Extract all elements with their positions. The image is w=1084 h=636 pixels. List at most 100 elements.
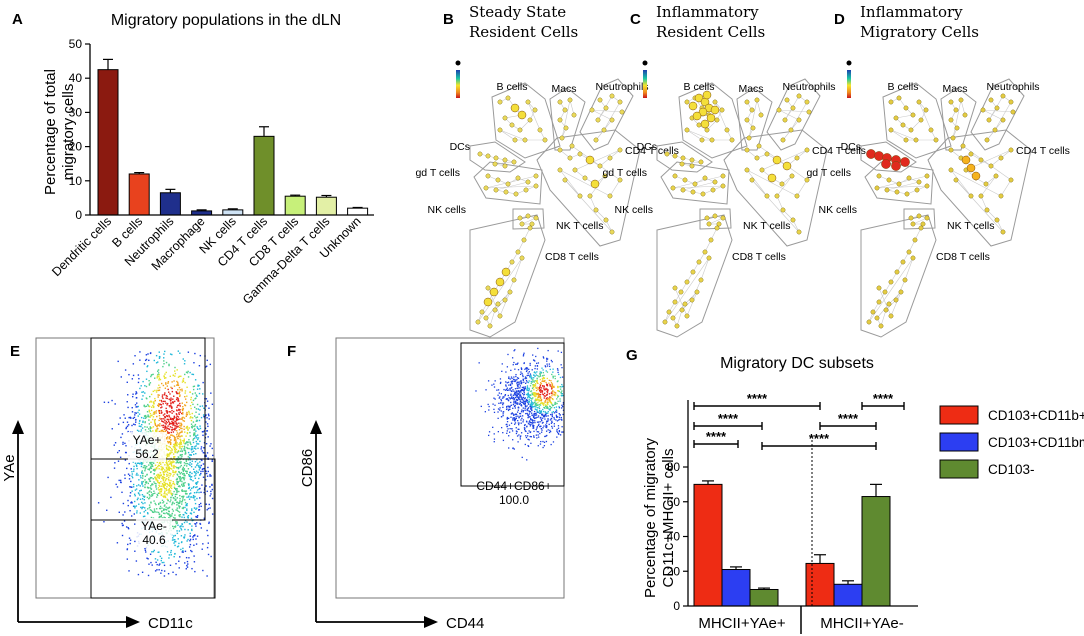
flow-f-event [542,402,544,405]
flow-e-event [170,487,173,490]
flow-e-event [168,420,170,423]
flow-f-event [559,434,562,436]
flow-f-event [500,426,503,429]
flow-e-event [195,481,198,484]
flow-e-event [148,491,150,493]
flow-e-event [188,456,191,459]
flow-f-event [545,430,548,432]
flow-e-event [135,406,137,408]
flow-e-event [173,461,175,463]
flow-e-event [186,504,188,507]
flow-f-event [520,371,522,373]
flow-e-event [193,511,195,514]
flow-e-event [129,416,132,419]
flow-f-event [523,427,526,429]
flow-e-event [187,468,190,470]
flow-e-event [149,509,152,511]
flow-f-event [533,383,535,386]
flow-e-event [173,435,175,438]
flow-e-event [171,515,173,517]
flow-e-event [158,409,161,412]
flow-f-event [536,365,539,367]
flow-f-event [517,387,519,389]
flow-e-event [169,375,172,377]
flow-e-event [206,475,209,477]
flow-e-event [133,500,136,503]
flow-e-event [148,464,150,466]
flow-e-event [174,420,176,422]
flow-e-event [141,481,143,483]
tree-node [720,215,726,221]
flow-e-event [203,467,205,470]
tree-edge [494,161,515,165]
flow-e-event [127,430,129,433]
tree-edge [950,169,1002,197]
flow-e-event [182,419,184,422]
flow-f-event [493,433,495,435]
flow-e-event [193,475,196,477]
flow-e-event [167,388,169,391]
flow-e-event [172,435,174,437]
flow-e-event [181,489,183,491]
flow-f-event [542,356,544,358]
tree-edge [672,175,724,189]
flow-e-event [170,463,172,465]
flow-e-event [153,481,155,483]
tree-node [866,319,872,325]
tree-node [993,173,999,179]
tree-label-b_cells: B cells [497,81,528,93]
flow-e-event [174,495,177,498]
tree-node [517,127,523,133]
flow-f-event [559,400,561,402]
flow-f-event [528,401,530,404]
flow-e-event [170,549,172,552]
flow-e-event [163,492,166,494]
tree-node [986,117,992,123]
flow-f-event [536,411,539,413]
tree-node [502,115,508,121]
flow-e-event [195,440,197,443]
flow-e-event [155,429,157,431]
flow-e-event [167,517,170,519]
flow-f-event [507,405,509,407]
flow-e-event [179,450,182,452]
flow-e-event [114,442,117,444]
flow-e-event [199,497,201,499]
flow-f-event [554,392,557,394]
flow-e-event [158,351,160,353]
flow-f-event [553,423,555,425]
flow-e-event [162,461,164,464]
tree-node [749,177,755,183]
flow-e-event [173,439,176,442]
flow-f-event [535,374,538,376]
flow-e-event [179,438,181,441]
flow-e-event [143,417,145,419]
flow-e-event [206,490,208,493]
flow-e-event [132,393,134,395]
flow-e-event [158,502,160,505]
flow-e-event [192,441,195,444]
flow-e-event [152,373,154,376]
flow-e-event [192,388,195,391]
flow-f-event [528,413,531,415]
flow-e-event [197,385,199,387]
flow-e-event [183,521,186,524]
flow-e-event [145,467,147,469]
flow-f-event [518,403,520,405]
flow-e-event [165,377,167,379]
flow-e-event [180,443,183,445]
flow-e-event [126,425,129,427]
flow-f-event [515,394,518,397]
flow-f-event [513,378,515,380]
flow-e-event [176,423,178,425]
flow-f-event [545,398,547,401]
flow-e-event [196,464,198,466]
flow-f-event [534,384,537,386]
flow-f-event [562,409,565,411]
flow-e-event [185,512,188,515]
flow-e-event [177,449,180,452]
flow-e-event [178,429,181,431]
flow-e-event [199,427,202,430]
flow-f-event [510,404,512,406]
flow-e-event [169,393,171,395]
